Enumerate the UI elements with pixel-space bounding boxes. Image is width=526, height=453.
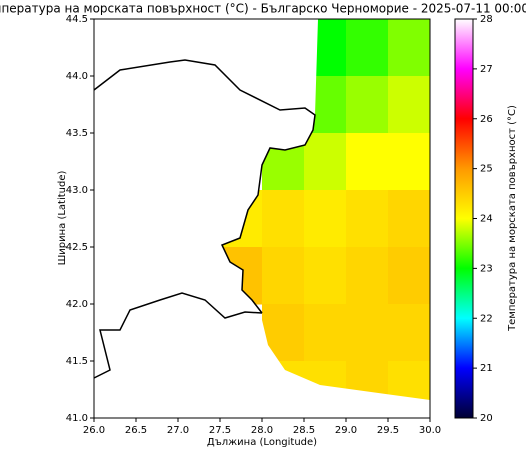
x-tick-label: 29.5 [377,425,399,436]
x-tick-label: 27.0 [167,425,189,436]
colorbar [454,18,474,419]
cell [388,19,431,77]
x-tick-label: 28.0 [251,425,273,436]
x-tick-label: 28.5 [293,425,315,436]
y-tick-label: 41.5 [66,356,88,367]
cell [262,190,305,248]
colorbar-tick-label: 20 [480,413,493,424]
cell [304,247,347,305]
cell [346,190,389,248]
x-axis-label: Дължина (Longitude) [207,437,317,448]
cell [346,76,389,134]
colorbar-tick-label: 27 [480,64,493,75]
colorbar-label: Температура на морската повърхност (°C) [507,105,518,332]
colorbar-tick-label: 23 [480,263,493,274]
y-axis-label: Ширина (Latitude) [57,170,68,265]
cell [346,247,389,305]
colorbar-tick-label: 25 [480,164,493,175]
cell [388,76,431,134]
cell [304,133,347,191]
y-tick-label: 41.0 [66,413,88,424]
y-tick-label: 44.5 [66,14,88,25]
cell [304,304,347,362]
x-tick-label: 27.5 [209,425,231,436]
border [93,292,263,379]
colorbar-tick-label: 24 [480,214,493,225]
y-tick-label: 43.5 [66,128,88,139]
cell [388,133,431,191]
y-tick-label: 43.0 [66,185,88,196]
chart-title: Температура на морската повърхност (°C) … [0,2,526,16]
cell [388,247,431,305]
cell [388,190,431,248]
x-tick-label: 26.0 [83,425,105,436]
cell [262,247,305,305]
colorbar-tick-label: 22 [480,313,493,324]
x-tick-label: 30.0 [419,425,441,436]
land [94,19,430,418]
colorbar-tick-label: 26 [480,114,493,125]
coastline [93,59,316,314]
cell [304,190,347,248]
y-tick-label: 42.5 [66,242,88,253]
colorbar-tick-label: 28 [480,14,493,25]
cell [346,133,389,191]
cell [346,304,389,362]
y-tick-label: 42.0 [66,299,88,310]
cell [346,19,389,77]
x-tick-label: 29.0 [335,425,357,436]
y-tick-label: 44.0 [66,71,88,82]
x-tick-label: 26.5 [125,425,147,436]
colorbar-tick-label: 21 [480,363,493,374]
cell [388,304,431,362]
